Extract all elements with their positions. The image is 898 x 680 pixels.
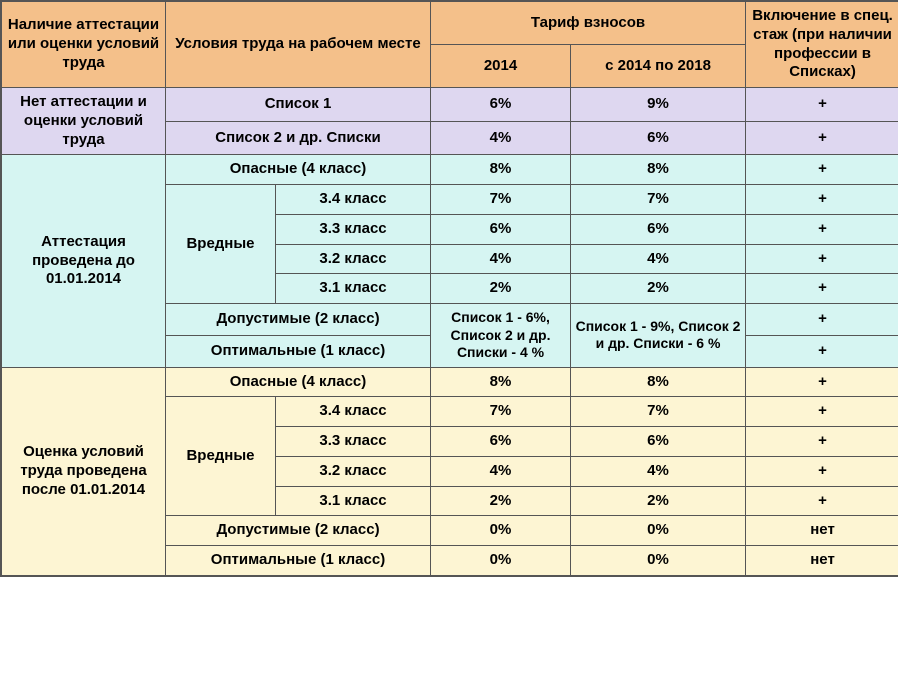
- cell-2018: 0%: [571, 516, 746, 546]
- sec3-label: Оценка условий труда проведена после 01.…: [2, 367, 166, 575]
- cell-inc: +: [746, 335, 898, 367]
- cell-inc: +: [746, 185, 898, 215]
- tariff-table-container: Наличие аттестации или оценки условий тр…: [0, 0, 898, 577]
- cell-condition: Список 2 и др. Списки: [166, 121, 431, 155]
- cell-2018: 4%: [571, 456, 746, 486]
- cell-class: 3.4 класс: [276, 185, 431, 215]
- cell-condition: Оптимальные (1 класс): [166, 546, 431, 576]
- cell-class: 3.2 класс: [276, 456, 431, 486]
- cell-inc: нет: [746, 516, 898, 546]
- cell-2014: 6%: [431, 88, 571, 122]
- table-row: Аттестация проведена до 01.01.2014 Опасн…: [2, 155, 898, 185]
- cell-2018: 7%: [571, 185, 746, 215]
- cell-inc: +: [746, 244, 898, 274]
- cell-inc: +: [746, 155, 898, 185]
- cell-class: 3.3 класс: [276, 214, 431, 244]
- cell-2014: 7%: [431, 397, 571, 427]
- cell-class: 3.1 класс: [276, 486, 431, 516]
- cell-2014: 4%: [431, 121, 571, 155]
- cell-condition: Список 1: [166, 88, 431, 122]
- hdr-2014: 2014: [431, 45, 571, 88]
- tariff-table: Наличие аттестации или оценки условий тр…: [1, 1, 898, 576]
- cell-condition: Опасные (4 класс): [166, 155, 431, 185]
- hdr-attestation: Наличие аттестации или оценки условий тр…: [2, 2, 166, 88]
- cell-2018: 4%: [571, 244, 746, 274]
- cell-inc: +: [746, 456, 898, 486]
- cell-2018: 7%: [571, 397, 746, 427]
- cell-2014: 2%: [431, 486, 571, 516]
- cell-2014: 2%: [431, 274, 571, 304]
- cell-inc: +: [746, 427, 898, 457]
- cell-2014: 6%: [431, 214, 571, 244]
- cell-2014: 7%: [431, 185, 571, 215]
- cell-2018: 2%: [571, 274, 746, 304]
- hdr-conditions: Условия труда на рабочем месте: [166, 2, 431, 88]
- cell-2014: 4%: [431, 244, 571, 274]
- cell-2018: 6%: [571, 121, 746, 155]
- cell-2014: 8%: [431, 155, 571, 185]
- sec1-label: Нет аттестации и оценки условий труда: [2, 88, 166, 155]
- cell-2014: 0%: [431, 516, 571, 546]
- hdr-inclusion: Включение в спец. стаж (при наличии проф…: [746, 2, 898, 88]
- cell-2018: 8%: [571, 155, 746, 185]
- cell-2018: 0%: [571, 546, 746, 576]
- cell-inc: +: [746, 274, 898, 304]
- cell-2018-merged: Список 1 - 9%, Список 2 и др. Списки - 6…: [571, 304, 746, 368]
- cell-2014: 0%: [431, 546, 571, 576]
- cell-2018: 6%: [571, 427, 746, 457]
- cell-2014-merged: Список 1 - 6%, Список 2 и др. Списки - 4…: [431, 304, 571, 368]
- cell-class: 3.1 класс: [276, 274, 431, 304]
- cell-inc: +: [746, 304, 898, 336]
- table-row: Нет аттестации и оценки условий труда Сп…: [2, 88, 898, 122]
- cell-inc: +: [746, 88, 898, 122]
- sec3-harmful-label: Вредные: [166, 397, 276, 516]
- sec2-harmful-label: Вредные: [166, 185, 276, 304]
- cell-class: 3.2 класс: [276, 244, 431, 274]
- cell-condition: Допустимые (2 класс): [166, 516, 431, 546]
- cell-class: 3.3 класс: [276, 427, 431, 457]
- cell-2018: 8%: [571, 367, 746, 397]
- cell-inc: +: [746, 214, 898, 244]
- cell-condition: Допустимые (2 класс): [166, 304, 431, 336]
- table-row: Оценка условий труда проведена после 01.…: [2, 367, 898, 397]
- cell-2014: 6%: [431, 427, 571, 457]
- cell-inc: +: [746, 121, 898, 155]
- cell-2014: 8%: [431, 367, 571, 397]
- cell-2018: 2%: [571, 486, 746, 516]
- cell-2014: 4%: [431, 456, 571, 486]
- cell-condition: Оптимальные (1 класс): [166, 335, 431, 367]
- cell-class: 3.4 класс: [276, 397, 431, 427]
- cell-inc: +: [746, 397, 898, 427]
- sec2-label: Аттестация проведена до 01.01.2014: [2, 155, 166, 367]
- hdr-2014-2018: с 2014 по 2018: [571, 45, 746, 88]
- cell-2018: 9%: [571, 88, 746, 122]
- cell-inc: +: [746, 367, 898, 397]
- cell-condition: Опасные (4 класс): [166, 367, 431, 397]
- hdr-tariff-group: Тариф взносов: [431, 2, 746, 45]
- cell-inc: +: [746, 486, 898, 516]
- cell-2018: 6%: [571, 214, 746, 244]
- cell-inc: нет: [746, 546, 898, 576]
